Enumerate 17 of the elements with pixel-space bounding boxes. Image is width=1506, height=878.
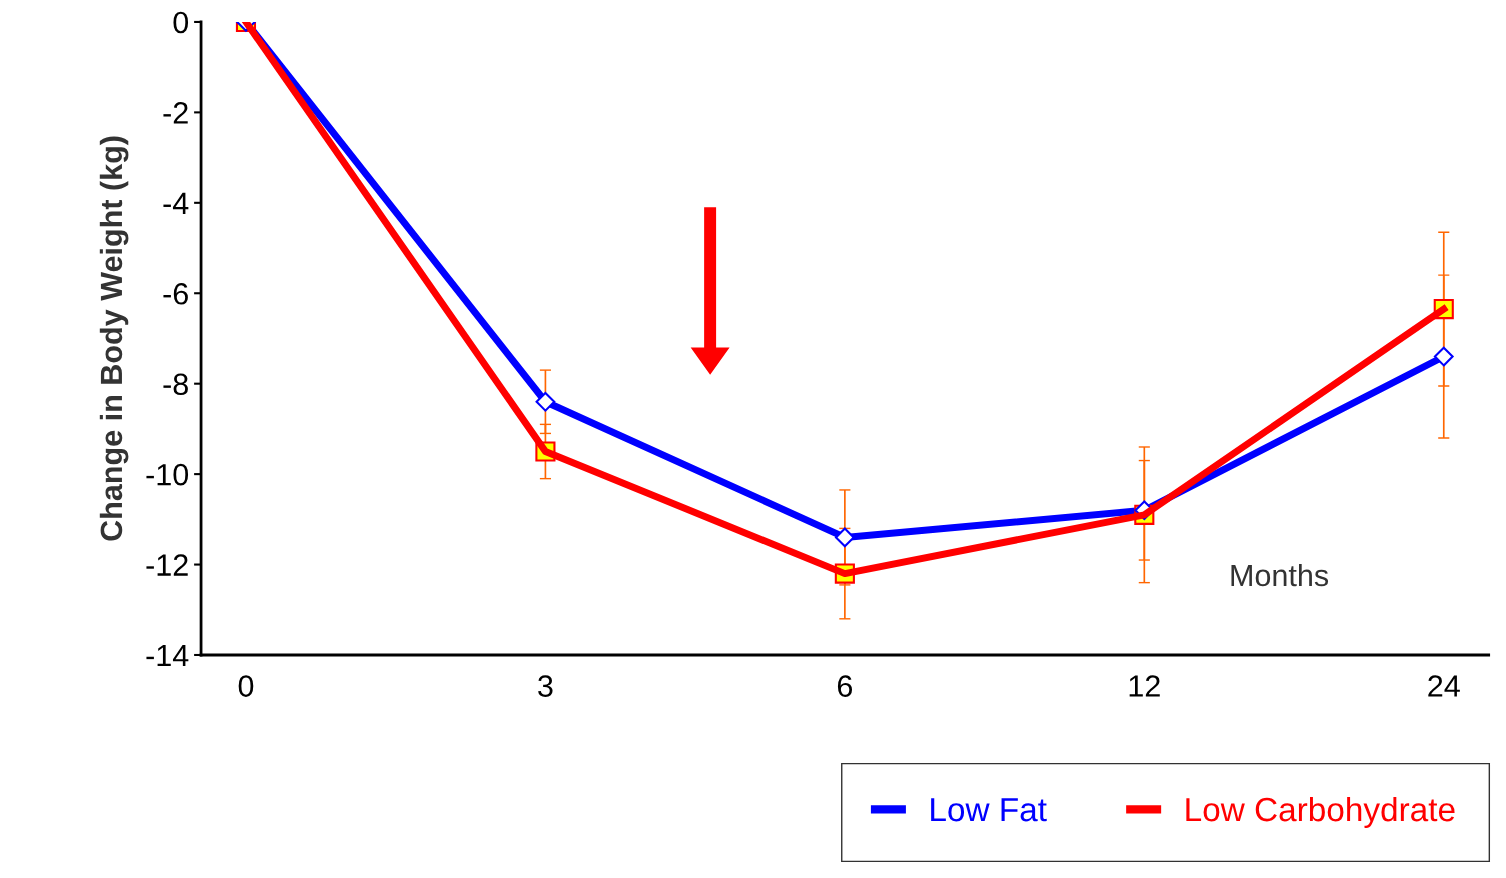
annotation: Months	[1231, 563, 1329, 587]
y-tick-label: -2	[163, 102, 188, 124]
y-tick-label: -6	[163, 282, 188, 305]
x-tick-label: 3	[538, 675, 553, 697]
x-tick-label: 12	[1129, 675, 1160, 697]
legend-label: Low Fat	[931, 798, 1047, 822]
y-tick-label: -8	[163, 373, 188, 396]
x-tick-label: 0	[238, 675, 254, 697]
y-tick-label: -14	[146, 645, 189, 667]
y-tick-label: -10	[146, 463, 189, 486]
legend-label: Low Carbohydrate	[1186, 796, 1455, 828]
x-tick-label: 6	[837, 675, 853, 697]
x-tick-label: 24	[1428, 675, 1460, 697]
y-tick-label: 0	[173, 11, 189, 34]
y-axis-title: Change in Body Weight (kg)	[99, 136, 129, 541]
y-tick-label: -12	[146, 554, 188, 576]
y-tick-label: -4	[163, 192, 189, 214]
